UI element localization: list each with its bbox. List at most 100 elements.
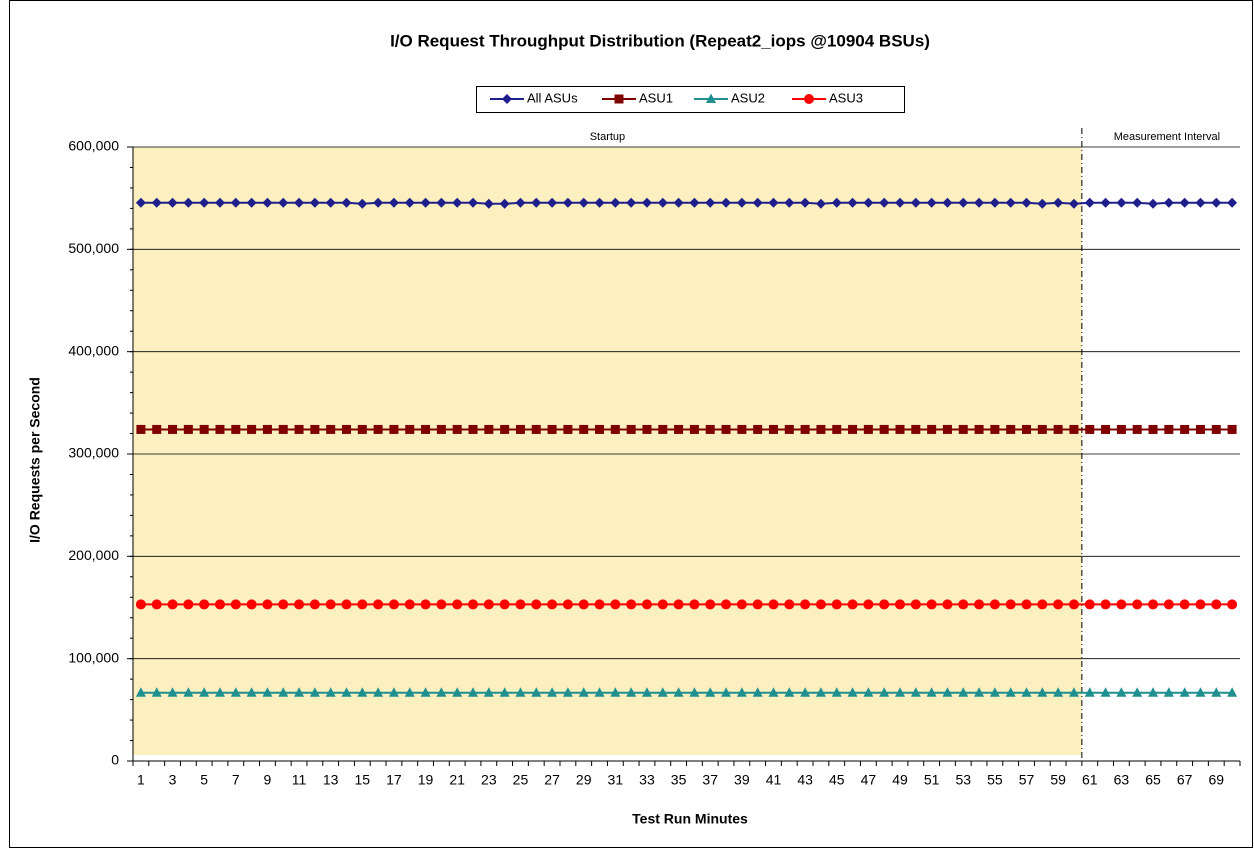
data-point xyxy=(468,197,479,208)
data-point xyxy=(815,687,826,697)
y-tick-label: 0 xyxy=(111,752,119,768)
data-point xyxy=(405,424,415,434)
data-point xyxy=(705,424,715,434)
data-point xyxy=(578,599,589,610)
data-point xyxy=(879,687,890,697)
data-point xyxy=(373,424,383,434)
data-point xyxy=(404,687,415,697)
data-point xyxy=(610,687,621,697)
y-tick-label: 400,000 xyxy=(68,342,119,358)
data-point xyxy=(927,424,937,434)
data-point xyxy=(341,424,351,434)
data-point xyxy=(894,687,905,697)
data-point xyxy=(958,687,969,697)
data-point xyxy=(230,197,241,208)
data-point xyxy=(1227,197,1238,208)
x-tick-label: 37 xyxy=(702,772,718,788)
data-point xyxy=(547,687,558,697)
data-point xyxy=(357,599,368,610)
data-point xyxy=(578,687,589,697)
data-point xyxy=(436,197,447,208)
data-point xyxy=(626,424,636,434)
data-point xyxy=(1037,599,1048,610)
data-point xyxy=(1068,599,1079,610)
data-point xyxy=(990,424,1000,434)
legend-marker xyxy=(614,94,624,104)
data-point xyxy=(151,687,162,697)
data-point xyxy=(136,424,146,434)
data-point xyxy=(357,687,368,697)
data-point xyxy=(974,599,985,610)
data-point xyxy=(579,424,589,434)
y-axis-label: I/O Requests per Second xyxy=(27,377,43,543)
data-point xyxy=(468,424,478,434)
data-point xyxy=(404,599,415,610)
x-tick-label: 5 xyxy=(200,772,208,788)
data-point xyxy=(800,197,811,208)
data-point xyxy=(1211,424,1221,434)
data-point xyxy=(926,687,937,697)
data-point xyxy=(341,197,352,208)
data-point xyxy=(515,197,526,208)
data-point xyxy=(294,424,304,434)
data-point xyxy=(657,197,668,208)
data-point xyxy=(1132,687,1143,697)
data-point xyxy=(1148,198,1159,209)
data-point xyxy=(894,197,905,208)
data-point xyxy=(183,197,194,208)
data-point xyxy=(1068,198,1079,209)
data-point xyxy=(1116,687,1127,697)
region-shade xyxy=(133,147,1082,755)
data-point xyxy=(1195,599,1206,610)
data-point xyxy=(578,197,589,208)
data-point xyxy=(152,424,162,434)
data-point xyxy=(626,687,637,697)
data-point xyxy=(563,424,573,434)
data-point xyxy=(705,599,716,610)
data-point xyxy=(1021,197,1032,208)
data-point xyxy=(262,599,273,610)
data-point xyxy=(199,687,210,697)
data-point xyxy=(863,424,873,434)
x-tick-label: 49 xyxy=(892,772,908,788)
data-point xyxy=(1005,599,1016,610)
data-point xyxy=(294,197,305,208)
data-point xyxy=(974,687,985,697)
data-point xyxy=(689,424,699,434)
x-axis-label: Test Run Minutes xyxy=(632,811,748,827)
x-tick-label: 29 xyxy=(576,772,592,788)
data-point xyxy=(278,599,289,610)
data-point xyxy=(815,599,826,610)
data-point xyxy=(420,197,431,208)
legend-label: ASU2 xyxy=(731,90,765,105)
data-point xyxy=(1116,424,1126,434)
data-point xyxy=(404,197,415,208)
data-point xyxy=(1116,197,1127,208)
data-point xyxy=(499,599,510,610)
data-point xyxy=(626,599,637,610)
data-point xyxy=(562,197,573,208)
data-point xyxy=(167,599,178,610)
data-point xyxy=(816,424,826,434)
data-point xyxy=(452,687,463,697)
data-point xyxy=(199,599,210,610)
data-point xyxy=(926,197,937,208)
data-point xyxy=(1211,599,1222,610)
data-point xyxy=(642,424,652,434)
data-point xyxy=(230,599,241,610)
x-tick-label: 61 xyxy=(1082,772,1098,788)
data-point xyxy=(499,198,510,209)
data-point xyxy=(1164,424,1174,434)
data-point xyxy=(1085,424,1095,434)
data-point xyxy=(689,687,700,697)
data-point xyxy=(373,197,384,208)
data-point xyxy=(183,687,194,697)
legend-marker xyxy=(706,93,716,103)
data-point xyxy=(531,687,542,697)
data-point xyxy=(910,197,921,208)
data-point xyxy=(1179,599,1190,610)
data-point xyxy=(800,599,811,610)
data-point xyxy=(436,687,447,697)
data-point xyxy=(1132,197,1143,208)
data-point xyxy=(673,197,684,208)
